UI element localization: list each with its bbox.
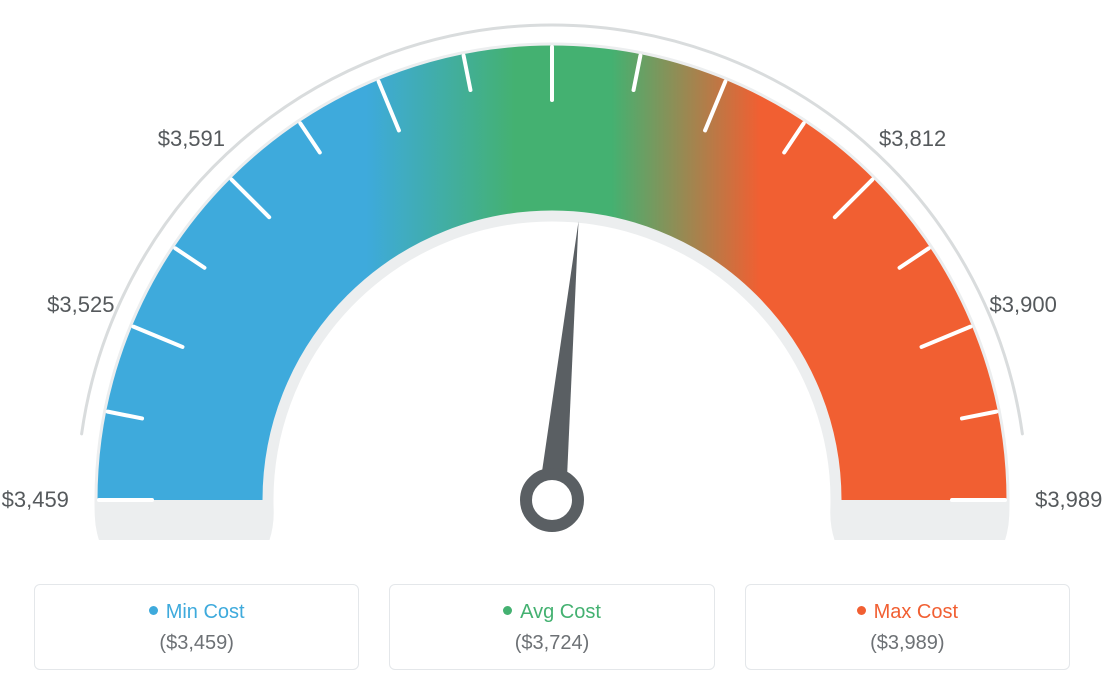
legend-value-avg: ($3,724) bbox=[390, 632, 713, 655]
dot-icon bbox=[149, 606, 158, 615]
legend-card-max: Max Cost ($3,989) bbox=[745, 584, 1070, 670]
legend-title-min-text: Min Cost bbox=[166, 601, 245, 623]
legend-card-min: Min Cost ($3,459) bbox=[34, 584, 359, 670]
legend-title-max: Max Cost bbox=[746, 601, 1069, 624]
legend-card-avg: Avg Cost ($3,724) bbox=[389, 584, 714, 670]
dot-icon bbox=[857, 606, 866, 615]
legend-value-max: ($3,989) bbox=[746, 632, 1069, 655]
gauge-tick-label: $3,812 bbox=[879, 126, 946, 152]
gauge-chart: $3,459 $3,525 $3,591 $3,724 $3,812 $3,900 $3,9… bbox=[0, 0, 1104, 540]
gauge-tick-label: $3,591 bbox=[158, 126, 225, 152]
legend-title-avg-text: Avg Cost bbox=[520, 601, 601, 623]
gauge-tick-label: $3,724 bbox=[518, 0, 585, 3]
gauge-svg bbox=[0, 0, 1104, 540]
legend-row: Min Cost ($3,459) Avg Cost ($3,724) Max … bbox=[0, 584, 1104, 670]
gauge-tick-label: $3,900 bbox=[990, 292, 1057, 318]
gauge-tick-label: $3,459 bbox=[2, 487, 69, 513]
legend-title-max-text: Max Cost bbox=[874, 601, 958, 623]
legend-title-avg: Avg Cost bbox=[390, 601, 713, 624]
gauge-tick-label: $3,989 bbox=[1035, 487, 1102, 513]
legend-title-min: Min Cost bbox=[35, 601, 358, 624]
gauge-tick-label: $3,525 bbox=[47, 292, 114, 318]
legend-value-min: ($3,459) bbox=[35, 632, 358, 655]
dot-icon bbox=[503, 606, 512, 615]
